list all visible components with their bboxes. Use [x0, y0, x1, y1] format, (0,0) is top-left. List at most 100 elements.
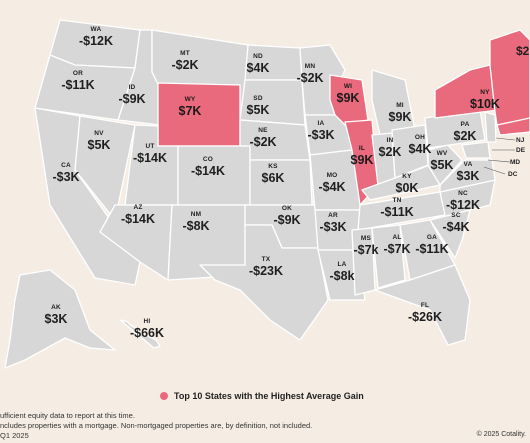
state-abbr: NE [258, 127, 268, 134]
state-label-oh: OH $4K [408, 134, 432, 156]
state-abbr: HI [143, 318, 151, 325]
state-abbr: UT [145, 143, 155, 150]
state-label-ak: AK $3K [44, 304, 68, 326]
state-value: -$66K [129, 325, 165, 340]
state-value: -$9K [118, 91, 146, 106]
state-value: -$14K [190, 163, 226, 178]
state-label-mt: MT -$2K [171, 50, 199, 72]
state-label-ar: AR -$3K [319, 212, 347, 234]
state-abbr: AL [392, 234, 402, 241]
state-abbr: NY [480, 89, 490, 96]
copyright: © 2025 Cotality. [476, 431, 526, 438]
footnote-2: ncludes properties with a mortgage. Non-… [0, 421, 313, 430]
state-value: -$2K [296, 70, 324, 85]
state-value: $7K [178, 103, 202, 118]
legend-dot [160, 392, 168, 400]
state-value: $6K [261, 170, 285, 185]
state-abbr: VA [463, 161, 473, 168]
state-value: $2K [453, 128, 477, 143]
state-label-or: OR -$11K [61, 70, 94, 91]
state-label-nc: NC -$12K [446, 190, 480, 211]
state-value: $2K [378, 144, 402, 159]
state-label-nv: NV $5K [88, 130, 111, 151]
state-abbr: MT [180, 50, 190, 57]
state-value: $4K [408, 141, 432, 156]
state-abbr: IN [386, 137, 394, 144]
state-abbr: WI [343, 83, 353, 90]
state-abbr: OH [414, 134, 426, 141]
callout-nj [495, 137, 516, 141]
state-value: -$3K [319, 219, 347, 234]
state-label-wa: WA -$12K [78, 26, 114, 48]
state-abbr: KY [402, 173, 412, 180]
state-value: -$4K [318, 179, 346, 194]
state-value: -$8K [182, 218, 210, 233]
state-label-mn: MN -$2K [296, 63, 324, 85]
state-value: $5K [430, 157, 454, 172]
state-value: $0K [395, 180, 419, 195]
state-az [99, 204, 173, 281]
state-abbr: ND [253, 53, 263, 60]
state-abbr: AR [328, 212, 338, 219]
state-abbr: MN [304, 63, 316, 70]
state-value: -$8k [329, 268, 355, 283]
state-value: -$2K [249, 134, 277, 149]
legend-label: Top 10 States with the Highest Average G… [174, 391, 364, 401]
state-abbr: IL [358, 145, 366, 152]
state-label-hi: HI -$66K [129, 318, 165, 340]
state-label-sc: SC -$4K [442, 212, 469, 233]
footnotes: ufficient equity data to report at this … [0, 411, 312, 441]
state-value: -$11K [380, 204, 414, 219]
state-abbr: TX [261, 256, 271, 263]
state-tx [199, 224, 329, 341]
state-abbr: SD [253, 95, 263, 102]
state-value: -$23K [248, 263, 284, 278]
state-label-va: VA $3K [456, 161, 480, 183]
state-abbr: IA [317, 120, 325, 127]
state-wi [329, 74, 369, 126]
state-abbr: MO [326, 172, 338, 179]
state-value: -$12K [78, 33, 114, 48]
state-label-la: LA -$8k [329, 261, 355, 283]
state-abbr: WV [436, 150, 448, 157]
state-value: -$3K [307, 127, 335, 142]
state-value: -$7K [383, 241, 411, 256]
state-abbr: MI [396, 102, 404, 109]
state-label-az: AZ -$14K [121, 204, 155, 225]
state-value: -$26K [407, 309, 443, 324]
state-label-ut: UT -$14K [133, 143, 167, 164]
callout-dc [483, 166, 506, 175]
state-label-mo: MO -$4K [318, 172, 346, 194]
state-abbr: ID [128, 84, 136, 91]
state-ak [4, 269, 116, 369]
state-abbr: LA [337, 261, 347, 268]
state-abbr: CA [61, 162, 71, 169]
state-value: $3K [456, 168, 480, 183]
legend: Top 10 States with the Highest Average G… [160, 391, 364, 401]
state-label-tn: TN -$11K [380, 197, 414, 219]
state-value: -$7k [353, 242, 379, 257]
state-label-il: IL $9K [351, 145, 374, 166]
state-al [371, 224, 406, 289]
state-value: -$11K [415, 241, 449, 256]
state-abbr: OK [281, 205, 293, 212]
state-abbr: AK [51, 304, 61, 311]
state-label-ks: KS $6K [261, 163, 285, 185]
state-label-ia: IA -$3K [307, 120, 335, 142]
side-label-nj: NJ [516, 137, 525, 144]
state-label-ne: NE -$2K [249, 127, 277, 149]
state-value: $4K [246, 60, 270, 75]
partial-value-label: $2 [516, 44, 530, 58]
state-abbr: OR [72, 70, 84, 77]
state-abbr: CO [202, 156, 214, 163]
state-label-nm: NM -$8K [182, 211, 210, 233]
state-value: -$2K [171, 57, 199, 72]
state-label-ky: KY $0K [395, 173, 419, 195]
state-abbr: TN [392, 197, 402, 204]
state-value: $9K [336, 90, 360, 105]
state-label-id: ID -$9K [118, 84, 146, 106]
state-value: $3K [44, 311, 68, 326]
state-value: -$3K [52, 169, 80, 184]
state-value: $5K [246, 102, 270, 117]
